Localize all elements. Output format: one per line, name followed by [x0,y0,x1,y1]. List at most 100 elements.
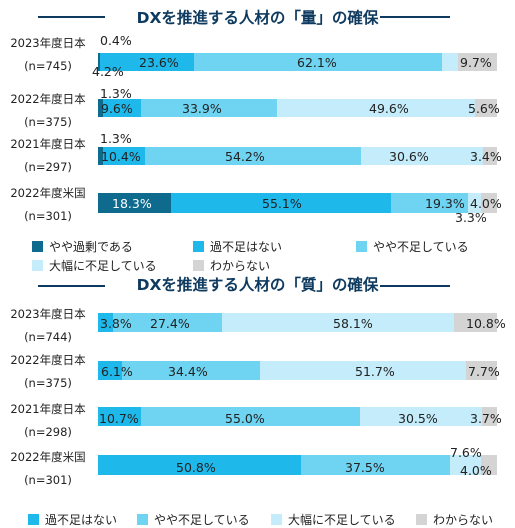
data-label: 4.2% [92,64,124,79]
category-label-line: 2021年度日本 [10,402,86,416]
data-label: 3.7% [470,411,502,426]
bar-segment [140,407,361,426]
bar-segment [259,361,466,380]
title-rule-left [38,16,105,18]
legend-swatch [356,241,367,252]
legend-swatch [32,241,43,252]
bar-segment [480,455,497,475]
bar-segment [98,407,141,426]
bar-segment [360,407,482,426]
bar-segment [144,147,361,165]
data-label: 10.7% [99,411,139,426]
bar-segment [98,455,301,475]
legend-item: 過不足はない [193,238,282,255]
bar-segment [300,455,451,475]
bar-segment [467,193,482,213]
legend-item: わからない [416,511,493,528]
data-label: 1.3% [100,86,132,101]
category-label-line: (n=297) [24,160,72,174]
category-label-line: 2021年度日本 [10,137,86,151]
title-rule-right [380,16,450,18]
bar-segment [98,361,123,380]
legend-label: やや過剰である [49,240,133,254]
legend-swatch [193,241,204,252]
data-label: 19.3% [425,196,465,211]
data-label: 4.0% [470,196,502,211]
bar-segment [98,53,100,71]
legend-label: 過不足はない [45,513,118,527]
data-label: 5.6% [468,101,500,116]
data-label: 37.5% [345,460,385,475]
category-label-line: 2022年度日本 [10,92,86,106]
category-label: 2021年度日本 (n=297) [0,133,96,179]
data-label: 10.8% [466,316,506,331]
bar-segment [113,313,223,332]
bar-segment [193,53,442,71]
data-label: 27.4% [150,316,190,331]
data-label: 7.7% [468,364,500,379]
chart-title: DXを推進する人材の「質」の確保 [136,276,379,294]
category-label-line: 2022年度米国 [10,186,86,200]
data-label: 3.3% [455,210,487,225]
legend-item: やや不足している [137,511,250,528]
bar-segment [103,99,142,117]
data-label: 9.7% [460,55,492,70]
bar-segment [458,53,497,71]
bar-segment [141,99,277,117]
bar-segment [450,455,481,475]
data-label: 6.1% [101,364,133,379]
legend-swatch [137,514,148,525]
legend-swatch [193,260,204,271]
data-label: 3.4% [470,149,502,164]
bar-segment [99,53,194,71]
legend-item: 過不足はない [28,511,117,528]
data-label: 55.0% [225,411,265,426]
legend-swatch [32,260,43,271]
legend-swatch [271,514,282,525]
legend-swatch [28,514,39,525]
legend-label: 大幅に不足している [49,259,157,273]
data-label: 10.4% [101,149,141,164]
data-label: 30.6% [389,149,429,164]
data-label: 0.4% [100,33,132,48]
data-label: 30.5% [398,411,438,426]
bar-segment [98,147,104,165]
data-label: 1.3% [100,131,132,146]
legend-item: わからない [193,257,270,274]
data-label: 18.3% [112,196,152,211]
category-label: 2023年度日本 (n=745) [0,32,96,78]
category-label: 2022年度米国 (n=301) [0,446,96,492]
data-label: 58.1% [333,316,373,331]
bar-segment [103,147,145,165]
legend-label: わからない [433,513,494,527]
data-label: 55.1% [262,196,302,211]
data-label: 49.6% [369,101,409,116]
bar-segment [360,147,484,165]
category-label-line: (n=375) [24,115,72,129]
bar-segment [465,361,497,380]
bar-segment [98,99,104,117]
bar-segment [276,99,475,117]
bar-segment [474,99,497,117]
category-label: 2022年度日本 (n=375) [0,88,96,134]
title-rule-right [380,285,450,287]
legend-label: 過不足はない [210,240,283,254]
bar-segment [441,53,459,71]
data-label: 50.8% [176,460,216,475]
legend-label: わからない [210,259,271,273]
legend-item: やや過剰である [32,238,133,255]
category-label-line: 2022年度日本 [10,353,86,367]
chart-title: DXを推進する人材の「量」の確保 [136,9,379,27]
bar-segment [483,147,497,165]
data-label: 62.1% [297,55,337,70]
category-label: 2022年度日本 (n=375) [0,349,96,395]
legend-item: 大幅に不足している [271,511,396,528]
data-label: 7.6% [450,445,482,460]
legend-item: 大幅に不足している [32,257,157,274]
category-label-line: (n=298) [24,425,72,439]
bar-segment [454,313,498,332]
bar-segment [481,193,497,213]
category-label-line: (n=301) [24,473,72,487]
legend-label: やや不足している [373,240,469,254]
category-label-line: 2023年度日本 [10,36,86,50]
